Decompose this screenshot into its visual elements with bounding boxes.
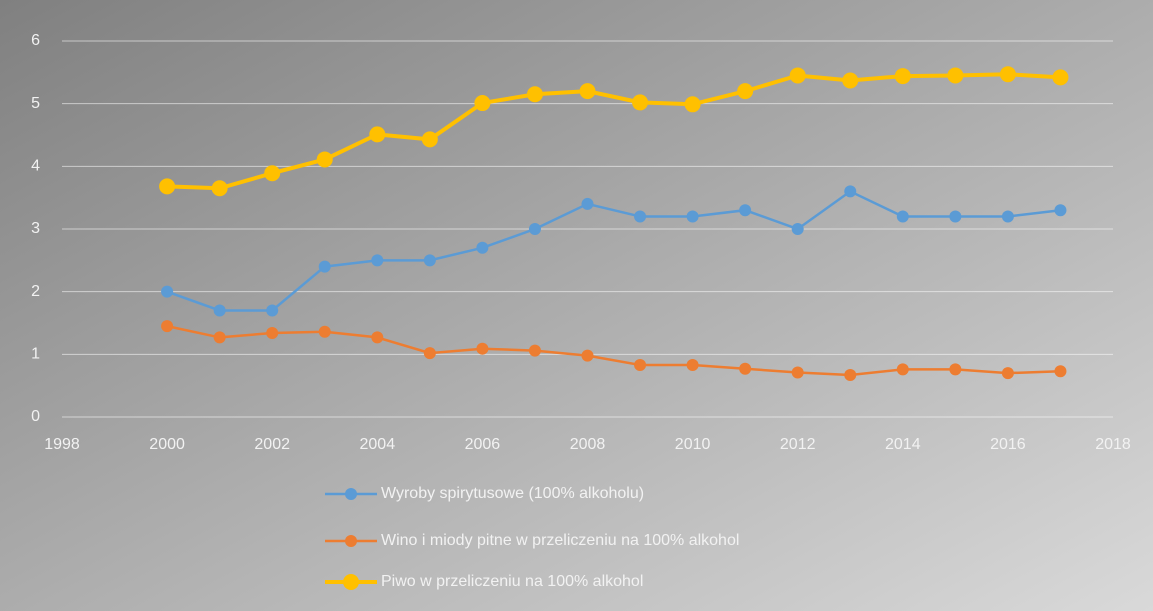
point (844, 185, 857, 198)
point (947, 67, 964, 84)
point (264, 165, 281, 182)
point (528, 223, 541, 235)
point (369, 126, 386, 143)
point (528, 344, 541, 357)
x-tick-label: 1998 (44, 436, 80, 453)
point (318, 260, 331, 273)
x-tick-label: 2016 (990, 436, 1026, 453)
point (318, 325, 331, 338)
y-tick-label: 1 (31, 346, 40, 363)
point (581, 197, 594, 210)
point (686, 358, 699, 371)
point (423, 254, 436, 267)
point (737, 83, 754, 100)
point (894, 68, 911, 85)
point (211, 180, 228, 197)
point (999, 66, 1016, 83)
point (1052, 69, 1069, 86)
y-tick-label: 5 (31, 95, 40, 112)
point (421, 131, 438, 148)
x-tick-label: 2010 (675, 436, 711, 453)
x-tick-label: 2008 (570, 436, 606, 453)
point (476, 342, 489, 355)
point (371, 254, 384, 267)
legend-marker (345, 535, 357, 547)
point (581, 349, 594, 362)
y-tick-label: 2 (31, 283, 40, 300)
point (266, 327, 279, 340)
point (316, 151, 333, 168)
point (1001, 210, 1014, 223)
x-tick-label: 2000 (149, 436, 185, 453)
y-tick-label: 3 (31, 220, 40, 237)
point (949, 210, 962, 223)
point (949, 363, 962, 376)
point (896, 363, 909, 376)
point (579, 83, 596, 100)
point (896, 210, 909, 223)
point (789, 67, 806, 84)
series-line (167, 72, 1061, 191)
point (686, 210, 699, 223)
point (684, 96, 701, 113)
point (634, 358, 647, 371)
point (159, 178, 176, 195)
point (161, 320, 174, 333)
point (739, 362, 752, 375)
point (213, 331, 226, 344)
point (266, 304, 279, 317)
point (526, 86, 543, 103)
point (161, 285, 174, 298)
y-tick-label: 4 (31, 158, 40, 175)
legend-label: Wino i miody pitne w przeliczeniu na 100… (381, 532, 739, 549)
point (791, 366, 804, 379)
x-tick-label: 2006 (465, 436, 501, 453)
point (1054, 204, 1067, 217)
x-tick-label: 2014 (885, 436, 921, 453)
series-line (166, 324, 1061, 377)
point (1054, 365, 1067, 378)
point (634, 210, 647, 223)
legend-label: Piwo w przeliczeniu na 100% alkohol (381, 573, 643, 590)
x-tick-label: 2002 (254, 436, 290, 453)
point (791, 223, 804, 235)
y-tick-label: 6 (31, 32, 40, 49)
point (1001, 367, 1014, 380)
x-tick-label: 2012 (780, 436, 816, 453)
point (842, 72, 859, 89)
series-line (166, 189, 1061, 312)
point (739, 204, 752, 217)
x-tick-label: 2018 (1095, 436, 1131, 453)
legend-marker (345, 488, 357, 500)
point (371, 331, 384, 344)
legend-marker (343, 574, 359, 590)
point (423, 347, 436, 360)
point (474, 95, 491, 112)
point (213, 304, 226, 317)
x-tick-label: 2004 (360, 436, 396, 453)
point (632, 94, 649, 111)
y-tick-label: 0 (31, 408, 40, 425)
point (844, 369, 857, 382)
point (476, 241, 489, 254)
legend-label: Wyroby spirytusowe (100% alkoholu) (381, 485, 644, 502)
